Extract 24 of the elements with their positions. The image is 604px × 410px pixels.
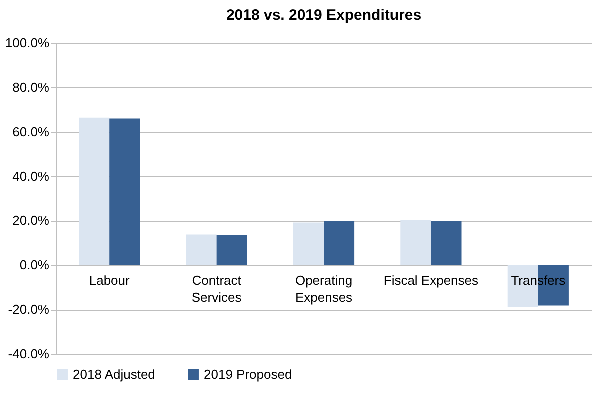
y-tick-label: 20.0% bbox=[12, 213, 50, 228]
y-tick-label: 0.0% bbox=[20, 258, 50, 273]
bar bbox=[324, 221, 355, 266]
y-tick-label: 40.0% bbox=[12, 168, 50, 184]
bar bbox=[79, 118, 110, 266]
y-tick-label: -20.0% bbox=[8, 302, 50, 318]
bar bbox=[110, 118, 140, 266]
chart-title: 2018 vs. 2019 Expenditures bbox=[226, 7, 422, 24]
bar bbox=[186, 234, 217, 266]
x-tick-label: Fiscal Expenses bbox=[384, 273, 480, 288]
x-tick-label: Operating Expenses bbox=[295, 273, 354, 306]
bar bbox=[216, 235, 248, 266]
x-tick-label: Labour bbox=[89, 273, 131, 288]
y-tick-label: 80.0% bbox=[12, 80, 50, 95]
legend-label: 2019 Proposed bbox=[204, 366, 292, 382]
legend-label: 2018 Adjusted bbox=[73, 366, 156, 382]
x-tick-label: Contract Services bbox=[192, 273, 242, 306]
y-tick-label: 100.0% bbox=[5, 36, 50, 50]
x-tick-label: Transfers bbox=[511, 273, 566, 288]
bar bbox=[293, 222, 324, 266]
bar bbox=[400, 220, 432, 266]
y-tick-label: -40.0% bbox=[8, 346, 50, 362]
bar bbox=[431, 221, 462, 266]
y-tick-label: 60.0% bbox=[12, 124, 50, 140]
